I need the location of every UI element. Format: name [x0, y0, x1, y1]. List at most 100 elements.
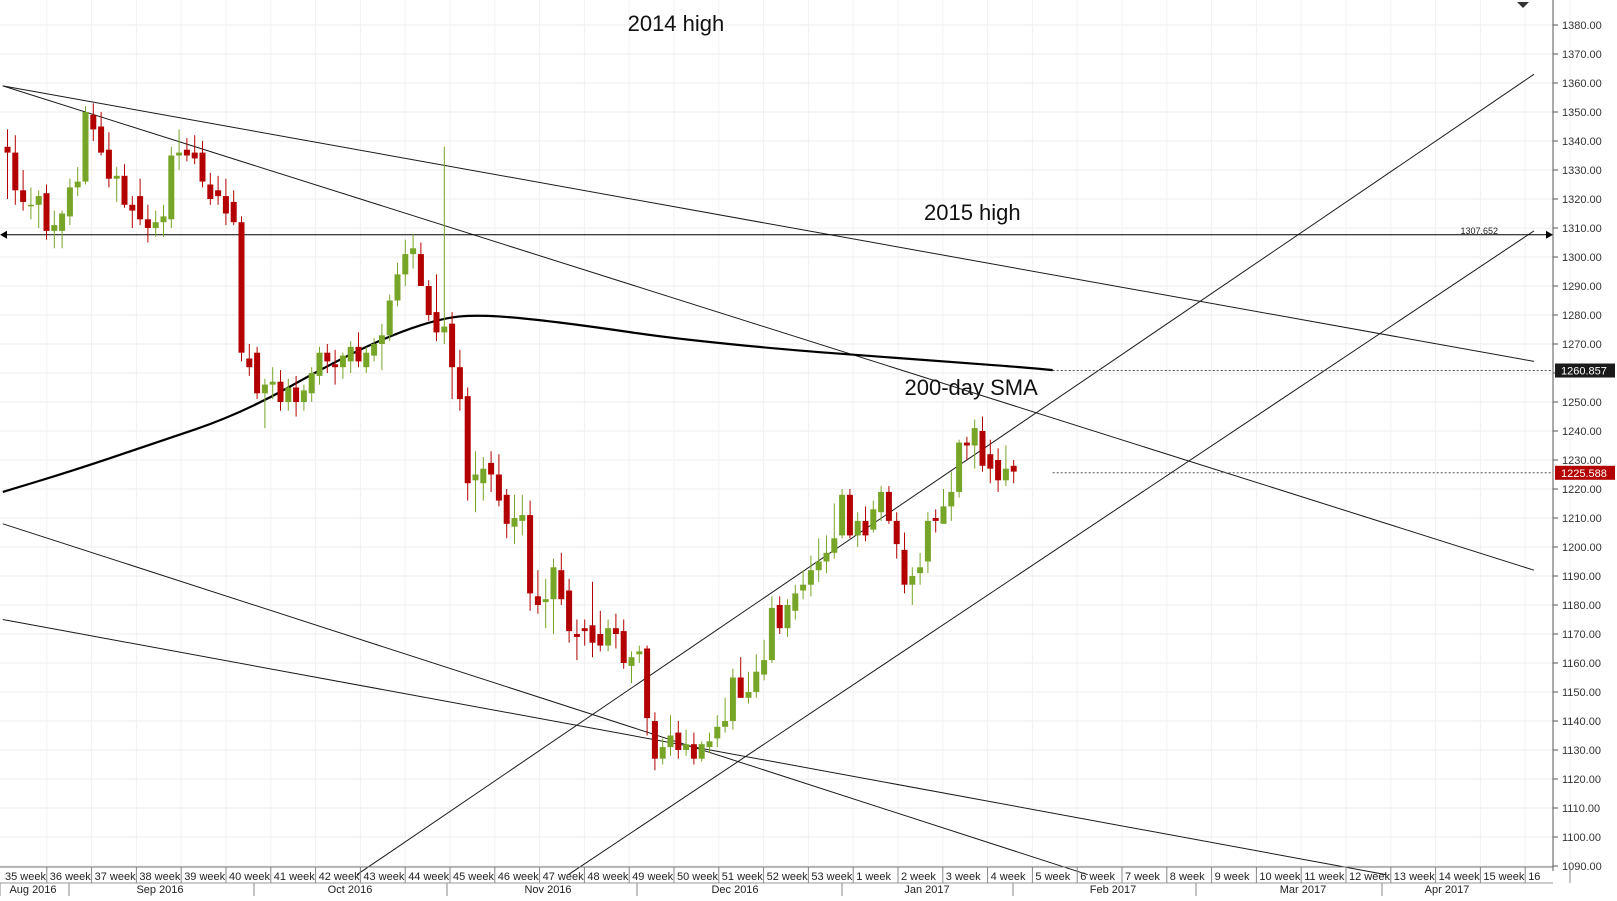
resistance-line-label: 1307.652: [1460, 226, 1498, 236]
candle: [659, 738, 666, 765]
candle-body: [152, 222, 159, 228]
candle-body: [753, 671, 760, 692]
candle: [729, 668, 736, 730]
y-tick-label: 1180.00: [1562, 600, 1601, 612]
candle: [105, 132, 112, 188]
candle-body: [605, 628, 612, 646]
x-month-label: Mar 2017: [1280, 884, 1326, 896]
candle: [963, 436, 970, 460]
candle-body: [706, 741, 713, 748]
candle: [300, 384, 307, 411]
candle: [324, 344, 331, 373]
candle: [683, 729, 690, 756]
x-week-label: 52 week: [767, 871, 808, 883]
x-week-label: 16: [1528, 871, 1540, 883]
x-week-label: 13 week: [1394, 871, 1435, 883]
candle-body: [885, 491, 892, 521]
candle-body: [402, 254, 409, 275]
x-week-label: 4 week: [991, 871, 1026, 883]
candle: [98, 112, 105, 156]
candle-body: [176, 152, 183, 156]
candle: [308, 367, 315, 402]
y-tick-label: 1370.00: [1562, 49, 1602, 61]
candle: [4, 129, 11, 199]
candle-body: [573, 634, 580, 637]
candle: [269, 367, 276, 400]
candle-body: [277, 381, 284, 402]
candle: [230, 190, 237, 226]
candle: [254, 346, 261, 400]
y-tick-label: 1280.00: [1562, 310, 1602, 322]
candle-body: [495, 474, 502, 501]
candle: [20, 170, 27, 211]
candle-body: [394, 274, 401, 301]
candle: [862, 506, 869, 542]
candle: [74, 167, 81, 197]
x-month-label: Apr 2017: [1425, 884, 1470, 896]
candle-body: [4, 146, 11, 153]
candle-body: [620, 631, 627, 663]
candle-body: [339, 355, 346, 368]
chart-annotation: 200-day SMA: [905, 375, 1039, 400]
candle-body: [862, 520, 869, 536]
y-tick-label: 1160.00: [1562, 658, 1601, 670]
candle: [846, 489, 853, 539]
candle-body: [768, 607, 775, 661]
y-tick-label: 1170.00: [1562, 629, 1601, 641]
candle-body: [121, 175, 128, 205]
candle-body: [995, 460, 1002, 481]
candle-body: [932, 518, 939, 521]
x-week-label: 41 week: [274, 871, 315, 883]
candle-body: [20, 190, 27, 202]
price-flag-label: 1260.857: [1561, 366, 1607, 378]
candle: [363, 346, 370, 373]
candle: [667, 715, 674, 756]
x-week-label: 48 week: [587, 871, 628, 883]
x-week-label: 8 week: [1170, 871, 1205, 883]
y-tick-label: 1250.00: [1562, 397, 1602, 409]
x-week-label: 3 week: [946, 871, 981, 883]
candle-body: [628, 657, 635, 666]
candle: [768, 596, 775, 663]
candle-body: [332, 364, 339, 368]
candle: [534, 570, 541, 614]
candle: [948, 471, 955, 521]
candle: [737, 657, 744, 698]
candle: [644, 645, 651, 736]
candle-body: [113, 175, 120, 179]
candle-body: [636, 651, 643, 655]
candle: [183, 138, 190, 162]
candle: [815, 538, 822, 582]
candle-body: [285, 387, 292, 402]
candle: [43, 184, 50, 240]
candle: [35, 190, 42, 228]
candle-body: [355, 346, 362, 362]
candle: [168, 146, 175, 228]
candle: [246, 344, 253, 376]
candle: [417, 242, 424, 286]
candle-body: [417, 254, 424, 286]
x-week-label: 2 week: [901, 871, 936, 883]
candle-body: [527, 515, 534, 594]
grid: [0, 0, 1571, 871]
candle-body: [363, 352, 370, 368]
candle-body: [1002, 468, 1009, 481]
candle-body: [870, 509, 877, 530]
candle: [472, 451, 479, 513]
candle-body: [480, 468, 487, 484]
x-week-label: 36 week: [50, 871, 91, 883]
candle-body: [456, 367, 463, 400]
candle: [176, 129, 183, 170]
candle-body: [534, 596, 541, 605]
candle-body: [761, 660, 768, 675]
candle-body: [12, 152, 19, 191]
candle-body: [511, 518, 518, 527]
candle: [878, 486, 885, 521]
x-week-label: 14 week: [1439, 871, 1480, 883]
candle: [371, 338, 378, 362]
candle: [753, 654, 760, 698]
candle-body: [948, 491, 955, 507]
x-week-label: 6 week: [1080, 871, 1115, 883]
y-tick-label: 1150.00: [1562, 687, 1601, 699]
